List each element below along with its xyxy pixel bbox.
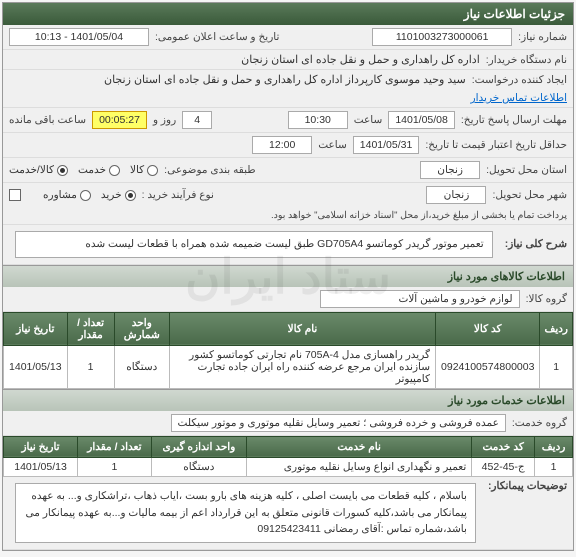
value-need-no: 1101003273000061 [372,28,512,46]
services-th: کد خدمت [472,436,535,457]
value-province: زنجان [420,161,480,179]
label-time-left: ساعت باقی مانده [9,114,86,126]
purchase-radio-group: خرید مشاوره [43,189,136,201]
services-th: ردیف [535,436,573,457]
label-announce: تاریخ و ساعت اعلان عمومی: [155,31,279,43]
row-need-number: شماره نیاز: 1101003273000061 تاریخ و ساع… [3,25,573,50]
row-service-group: گروه خدمت: عمده فروشی و خرده فروشی ؛ تعم… [3,411,573,436]
goods-table: ردیفکد کالانام کالاواحد شمارشتعداد / مقد… [3,312,573,389]
value-city: زنجان [426,186,486,204]
value-buyer-org: اداره کل راهداری و حمل و نقل جاده ای است… [241,53,480,66]
label-time1: ساعت [354,114,383,126]
radio-buying[interactable]: خرید [101,189,136,201]
services-td: 1 [78,457,152,476]
value-notes: باسلام ، کلیه قطعات می بایست اصلی ، کلیه… [15,483,476,543]
services-th: تاریخ نیاز [4,436,78,457]
value-deadline-date: 1401/05/08 [388,111,455,129]
countdown-timer: 00:05:27 [92,111,147,129]
label-need-desc: شرح کلی نیاز: [505,238,567,250]
value-days-left: 4 [182,111,212,129]
buyer-contact-link[interactable]: اطلاعات تماس خریدار [471,92,567,104]
goods-th: واحد شمارش [114,312,169,345]
goods-section-header: اطلاعات کالاهای مورد نیاز [3,265,573,287]
row-province: استان محل تحویل: زنجان طبقه بندی موضوعی:… [3,158,573,183]
services-table: ردیفکد خدمتنام خدمتواحد اندازه گیریتعداد… [3,436,573,477]
goods-th: نام کالا [169,312,435,345]
value-announce: 1401/05/04 - 10:13 [9,28,149,46]
label-need-no: شماره نیاز: [518,31,567,43]
radio-good[interactable]: کالا [130,164,158,176]
row-notes: توضیحات پیمانکار: باسلام ، کلیه قطعات می… [3,477,573,550]
main-panel: جزئیات اطلاعات نیاز شماره نیاز: 11010032… [2,2,574,551]
goods-td: دستگاه [114,345,169,388]
treasury-checkbox[interactable] [9,189,21,201]
label-requester: ایجاد کننده درخواست: [472,74,567,86]
radio-service[interactable]: خدمت [78,164,120,176]
label-deadline: مهلت ارسال پاسخ تاریخ: [461,114,567,126]
label-goods-group: گروه کالا: [526,293,567,305]
label-buyer-org: نام دستگاه خریدار: [486,54,567,66]
table-row: 1ج-45-452تعمیر و نگهداری انواع وسایل نقل… [4,457,573,476]
goods-th: تاریخ نیاز [4,312,68,345]
services-td: ج-45-452 [472,457,535,476]
row-goods-group: گروه کالا: لوازم خودرو و ماشین آلات [3,287,573,312]
table-row: 10924100574800003گریدر راهسازی مدل 4-705… [4,345,573,388]
services-th: واحد اندازه گیری [151,436,246,457]
services-td: تعمیر و نگهداری انواع وسایل نقلیه موتوری [247,457,472,476]
services-td: 1 [535,457,573,476]
goods-td: گریدر راهسازی مدل 4-705A نام تجارتی کوما… [169,345,435,388]
row-need-desc: شرح کلی نیاز: تعمیر موتور گریدر کوماتسو … [3,225,573,265]
row-validity: حداقل تاریخ اعتبار قیمت تا تاریخ: 1401/0… [3,133,573,158]
value-validity-time: 12:00 [252,136,312,154]
radio-both[interactable]: کالا/خدمت [9,164,68,176]
services-td: دستگاه [151,457,246,476]
row-requester: ایجاد کننده درخواست: سید وحید موسوی کارپ… [3,70,573,108]
label-city: شهر محل تحویل: [492,189,567,201]
label-notes: توضیحات پیمانکار: [488,480,567,492]
label-budget-cat: طبقه بندی موضوعی: [164,164,255,176]
row-deadline: مهلت ارسال پاسخ تاریخ: 1401/05/08 ساعت 1… [3,108,573,133]
value-deadline-time: 10:30 [288,111,348,129]
category-radio-group: کالا خدمت کالا/خدمت [9,164,158,176]
value-validity-date: 1401/05/31 [353,136,420,154]
label-validity: حداقل تاریخ اعتبار قیمت تا تاریخ: [425,139,567,151]
services-section-header: اطلاعات خدمات مورد نیاز [3,389,573,411]
goods-th: تعداد / مقدار [67,312,114,345]
row-buyer-org: نام دستگاه خریدار: اداره کل راهداری و حم… [3,50,573,70]
services-th: نام خدمت [247,436,472,457]
goods-td: 1401/05/13 [4,345,68,388]
label-payment-note: پرداخت تمام یا بخشی از مبلغ خرید،از محل … [271,210,567,221]
goods-th: ردیف [540,312,573,345]
goods-td: 1 [67,345,114,388]
services-th: تعداد / مقدار [78,436,152,457]
label-time2: ساعت [318,139,347,151]
goods-td: 1 [540,345,573,388]
value-requester: سید وحید موسوی کارپرداز اداره کل راهداری… [104,73,466,86]
services-td: 1401/05/13 [4,457,78,476]
value-service-group: عمده فروشی و خرده فروشی ؛ تعمیر وسایل نق… [171,414,506,432]
radio-consult[interactable]: مشاوره [43,189,91,201]
goods-th: کد کالا [436,312,540,345]
row-city: شهر محل تحویل: زنجان نوع فرآیند خرید : خ… [3,183,573,225]
label-day-and: روز و [153,114,176,126]
panel-title: جزئیات اطلاعات نیاز [3,3,573,25]
value-goods-group: لوازم خودرو و ماشین آلات [320,290,520,308]
label-purchase-type: نوع فرآیند خرید : [142,189,214,201]
label-service-group: گروه خدمت: [512,417,567,429]
value-need-desc: تعمیر موتور گریدر کوماتسو GD705A4 طبق لی… [15,231,493,258]
goods-td: 0924100574800003 [436,345,540,388]
label-province: استان محل تحویل: [486,164,567,176]
